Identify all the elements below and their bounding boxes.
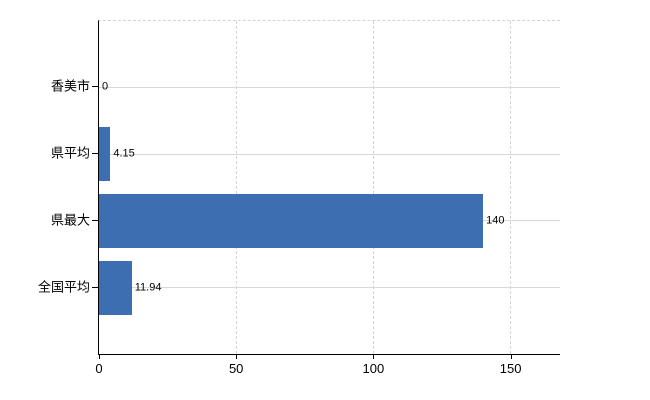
x-axis-tick <box>373 354 375 359</box>
gridline-vertical <box>510 21 512 354</box>
category-label: 全国平均 <box>37 279 90 295</box>
x-axis-tick-label: 150 <box>499 361 522 376</box>
x-axis-tick <box>236 354 238 359</box>
x-axis-tick <box>510 354 512 359</box>
y-axis-tick <box>92 153 98 155</box>
gridline-horizontal <box>99 287 560 289</box>
x-axis-tick <box>99 354 100 359</box>
category-label: 県最大 <box>50 212 90 228</box>
gridline-horizontal <box>99 86 560 88</box>
category-label: 香美市 <box>50 78 90 94</box>
x-axis-tick-label: 100 <box>362 361 385 376</box>
category-label: 県平均 <box>50 145 90 161</box>
y-axis-tick <box>92 219 98 221</box>
bar-value-label: 140 <box>486 214 505 227</box>
x-axis-tick-label: 50 <box>228 361 244 376</box>
bar-value-label: 11.94 <box>134 281 162 294</box>
gridline-vertical <box>235 21 237 354</box>
gridline-horizontal <box>99 153 560 155</box>
bar <box>99 193 484 248</box>
bar-value-label: 0 <box>102 80 109 93</box>
bar <box>99 260 132 315</box>
x-axis-tick-label: 0 <box>95 361 103 376</box>
gridline-vertical <box>372 21 374 354</box>
plot-area: 0 4.15 140 11.94 <box>98 20 560 355</box>
y-axis-tick <box>92 286 98 288</box>
bar-value-label: 4.15 <box>113 147 135 160</box>
y-axis-tick <box>92 86 98 88</box>
bar <box>99 127 111 182</box>
